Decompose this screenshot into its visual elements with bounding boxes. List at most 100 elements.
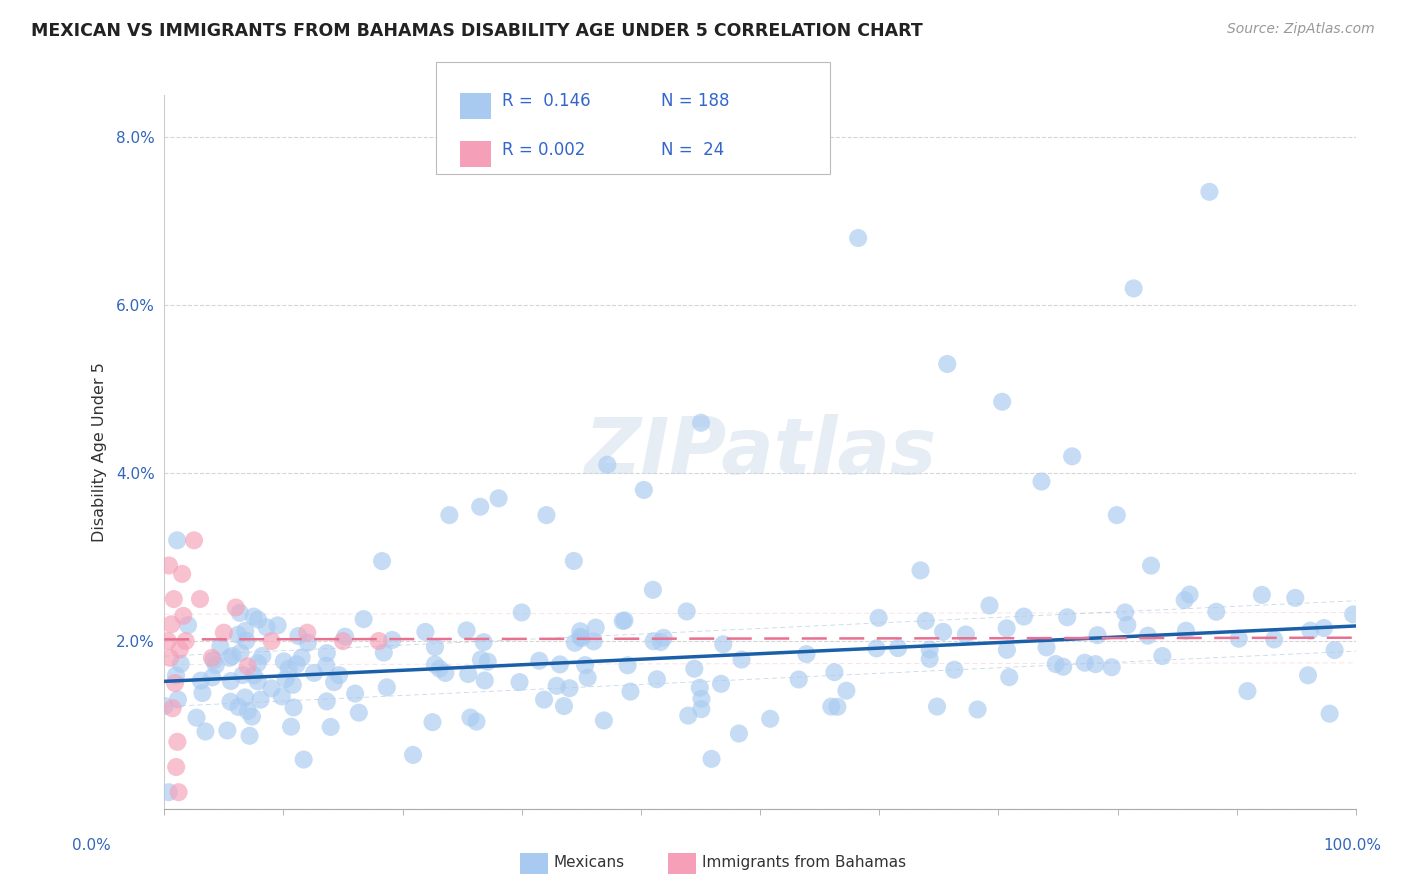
Point xyxy=(246,613,269,627)
Point xyxy=(274,672,297,686)
Point xyxy=(381,632,404,647)
Point xyxy=(285,657,308,672)
Point xyxy=(678,708,700,723)
Text: N =  24: N = 24 xyxy=(661,141,724,159)
Point xyxy=(827,699,849,714)
Point xyxy=(373,646,395,660)
Point xyxy=(273,654,295,668)
Point xyxy=(690,416,713,430)
Text: R = 0.002: R = 0.002 xyxy=(502,141,585,159)
Point xyxy=(470,500,492,514)
Point xyxy=(423,657,446,672)
Point xyxy=(553,699,575,714)
Point xyxy=(280,720,302,734)
Point xyxy=(596,458,619,472)
Point xyxy=(643,634,665,648)
Point xyxy=(966,702,988,716)
Point xyxy=(645,673,668,687)
Text: ZIPatlas: ZIPatlas xyxy=(583,414,936,490)
Point xyxy=(477,655,499,669)
Point xyxy=(229,606,252,620)
Point xyxy=(533,692,555,706)
Point xyxy=(759,712,782,726)
Point xyxy=(918,652,941,666)
Point xyxy=(1296,668,1319,682)
Point xyxy=(291,650,314,665)
Point xyxy=(1174,593,1197,607)
Point xyxy=(242,609,264,624)
Point xyxy=(571,631,593,645)
Point xyxy=(333,630,356,644)
Point xyxy=(955,627,977,641)
Point xyxy=(576,671,599,685)
Point xyxy=(439,508,461,522)
Point xyxy=(1031,475,1053,489)
Point xyxy=(236,704,259,718)
Text: MEXICAN VS IMMIGRANTS FROM BAHAMAS DISABILITY AGE UNDER 5 CORRELATION CHART: MEXICAN VS IMMIGRANTS FROM BAHAMAS DISAB… xyxy=(31,22,922,40)
Point xyxy=(995,621,1018,635)
Point xyxy=(943,663,966,677)
Text: 100.0%: 100.0% xyxy=(1323,838,1382,853)
Point xyxy=(1205,605,1227,619)
Point xyxy=(675,604,697,618)
Point xyxy=(243,668,266,682)
Text: 0.0%: 0.0% xyxy=(72,838,111,853)
Point xyxy=(270,690,292,704)
Point xyxy=(228,700,250,714)
Point xyxy=(1074,656,1097,670)
Point xyxy=(509,675,531,690)
Point xyxy=(711,637,734,651)
Point xyxy=(558,681,581,696)
Point xyxy=(1313,621,1336,635)
Point xyxy=(315,646,337,660)
Point xyxy=(1299,624,1322,638)
Point xyxy=(233,624,256,638)
Point xyxy=(323,675,346,690)
Point xyxy=(166,735,188,749)
Point xyxy=(328,668,350,682)
Point xyxy=(159,651,181,665)
Point xyxy=(1236,684,1258,698)
Point xyxy=(991,394,1014,409)
Point xyxy=(277,662,299,676)
Point xyxy=(402,747,425,762)
Point xyxy=(700,752,723,766)
Point xyxy=(1250,588,1272,602)
Point xyxy=(456,624,478,638)
Point xyxy=(1319,706,1341,721)
Point xyxy=(564,636,586,650)
Point xyxy=(191,686,214,700)
Point xyxy=(156,634,179,648)
Point xyxy=(302,665,325,680)
Point xyxy=(582,634,605,648)
Point xyxy=(1052,660,1074,674)
Y-axis label: Disability Age Under 5: Disability Age Under 5 xyxy=(93,362,107,542)
Point xyxy=(297,625,319,640)
Point xyxy=(1056,610,1078,624)
Point xyxy=(422,715,444,730)
Point xyxy=(1323,643,1346,657)
Point xyxy=(162,701,184,715)
Point xyxy=(169,642,191,657)
Point xyxy=(157,785,180,799)
Point xyxy=(415,624,437,639)
Point xyxy=(612,614,634,628)
Point xyxy=(423,640,446,654)
Point xyxy=(689,681,711,695)
Point xyxy=(332,634,354,648)
Point xyxy=(166,533,188,548)
Point xyxy=(562,554,585,568)
Point xyxy=(1114,606,1136,620)
Point xyxy=(367,634,389,648)
Point xyxy=(652,631,675,645)
Point xyxy=(1062,450,1084,464)
Point xyxy=(569,630,592,644)
Point xyxy=(470,652,492,666)
Point xyxy=(546,679,568,693)
Point xyxy=(1227,632,1250,646)
Point xyxy=(979,599,1001,613)
Point xyxy=(796,647,818,661)
Point xyxy=(710,677,733,691)
Point xyxy=(225,600,247,615)
Point xyxy=(165,760,187,774)
